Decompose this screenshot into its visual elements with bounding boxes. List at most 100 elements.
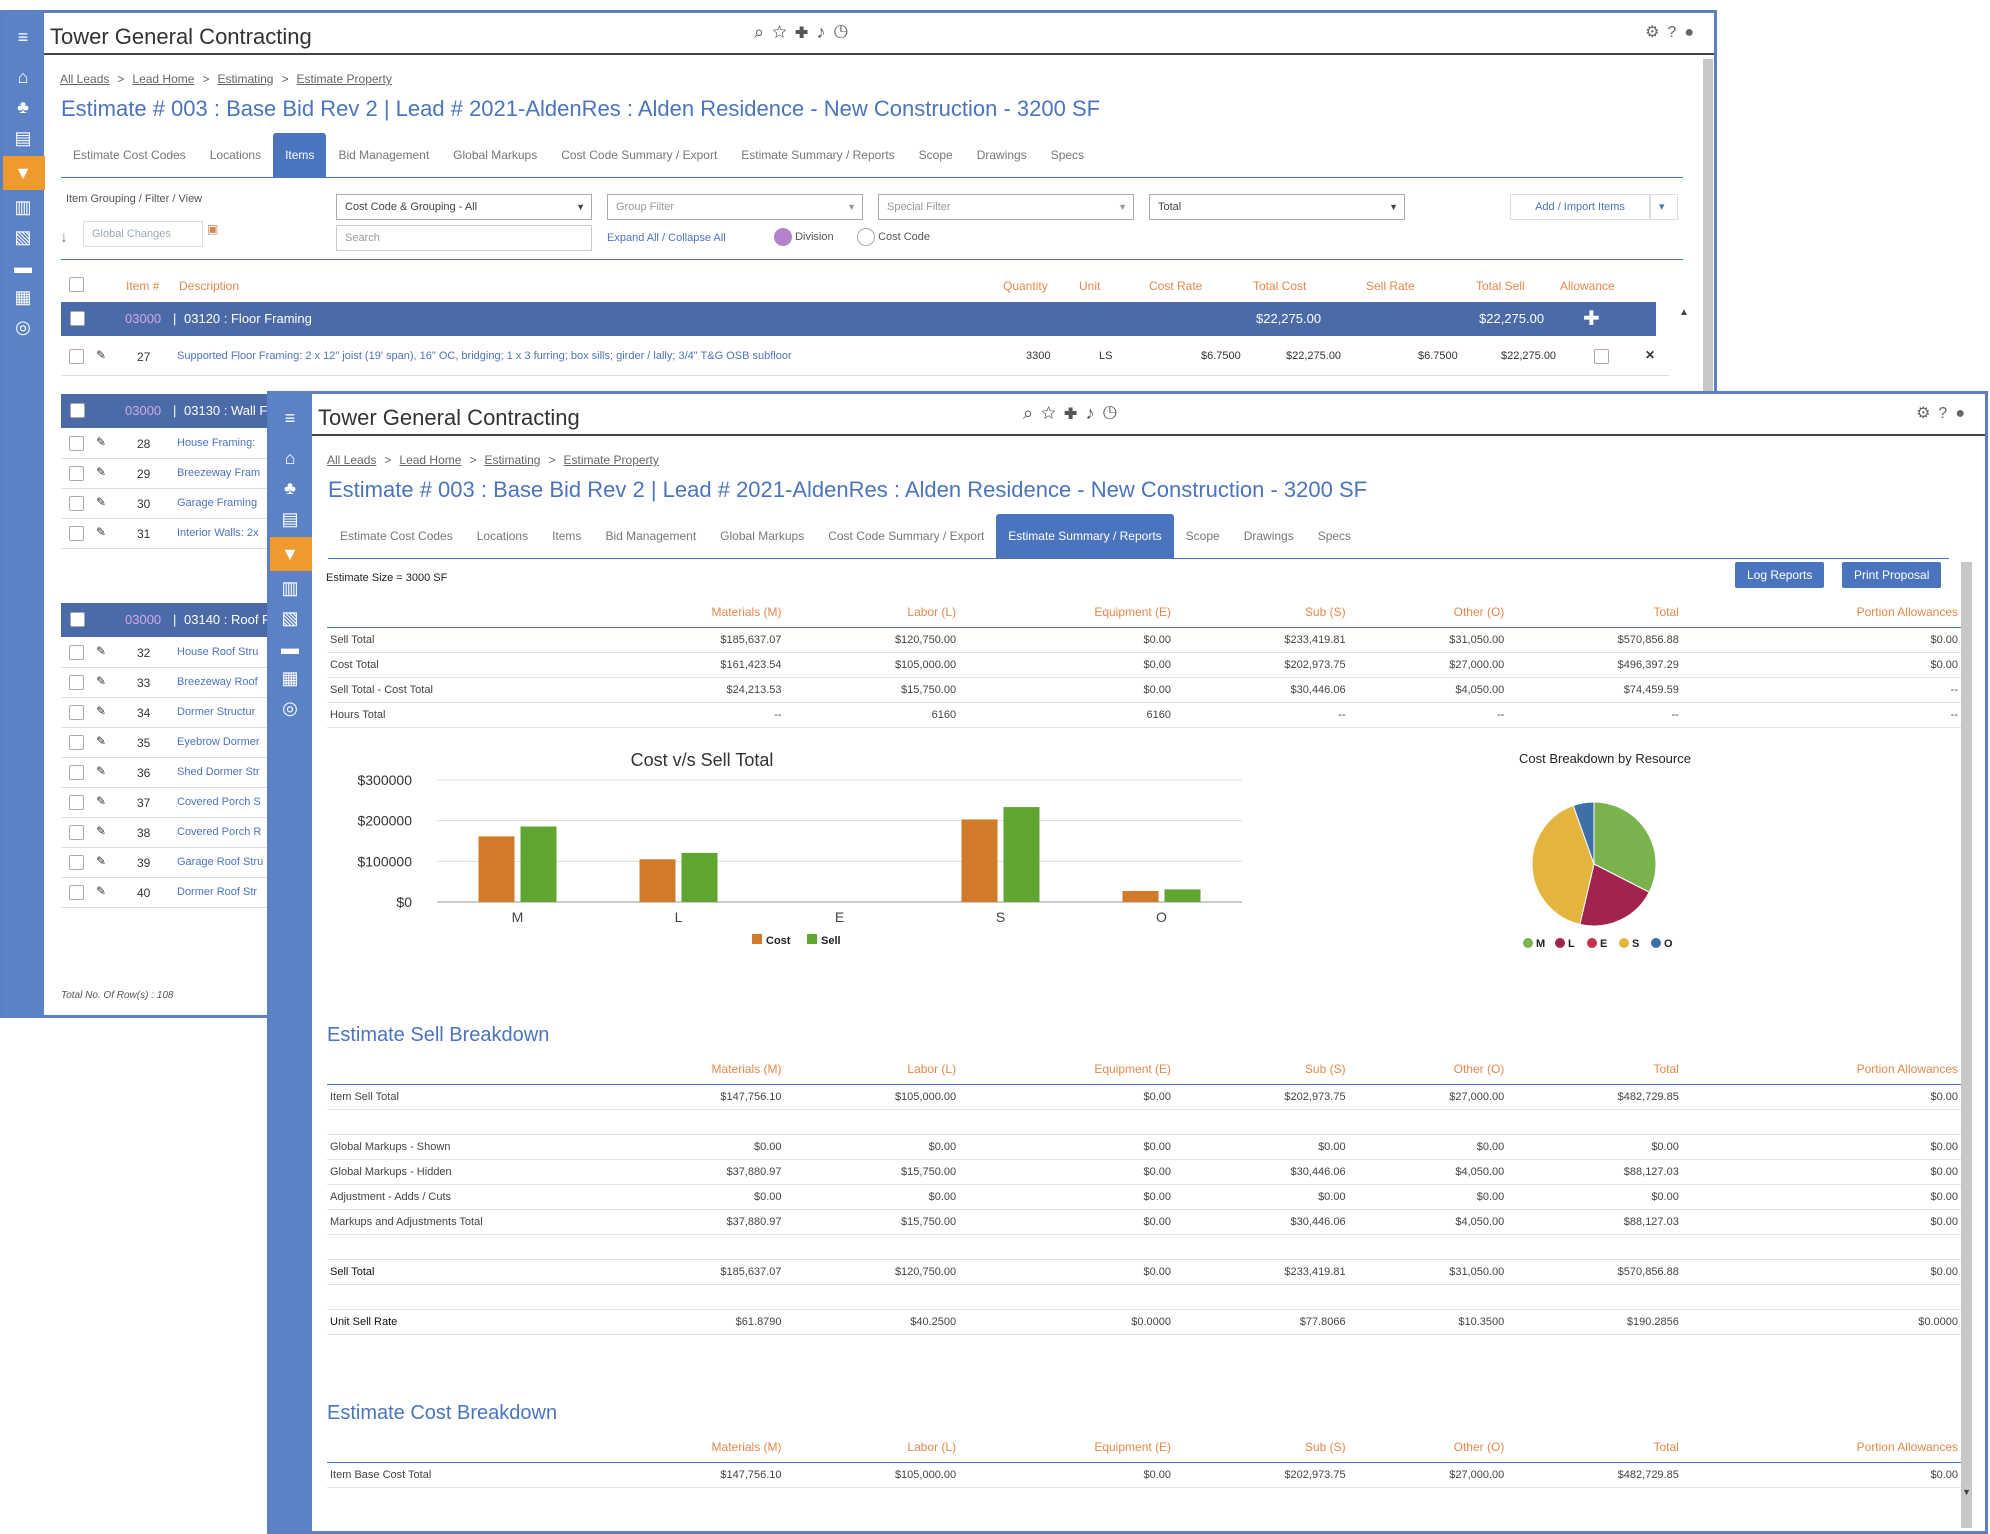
row-checkbox[interactable] <box>69 705 84 720</box>
truck-icon[interactable]: ▬ <box>14 257 32 277</box>
timer-icon[interactable]: ◷ <box>1102 403 1125 423</box>
tab-estimate-summary[interactable]: Estimate Summary / Reports <box>996 514 1174 558</box>
tab-estimate-cost-codes[interactable]: Estimate Cost Codes <box>340 529 453 543</box>
pencil-icon[interactable]: ✎ <box>96 824 107 838</box>
users-icon[interactable]: ♣ <box>17 97 29 117</box>
item-description[interactable]: Garage Roof Stru <box>177 856 264 868</box>
group-checkbox[interactable] <box>70 403 85 418</box>
menu-icon[interactable]: ≡ <box>17 27 29 47</box>
total-select[interactable]: Total ▼ <box>1149 194 1405 220</box>
log-reports-button[interactable]: Log Reports <box>1735 562 1825 588</box>
breadcrumb-estimate-property[interactable]: Estimate Property <box>563 453 659 467</box>
group-filter-select[interactable]: Group Filter ▼ <box>607 194 863 220</box>
table-row[interactable]: ✎ 27 Supported Floor Framing: 2 x 12" jo… <box>61 338 1669 376</box>
table-row[interactable]: ✎ 38 Covered Porch R <box>61 818 273 848</box>
tab-specs[interactable]: Specs <box>1317 529 1352 543</box>
tab-items[interactable]: Items <box>273 133 327 177</box>
row-checkbox[interactable] <box>69 735 84 750</box>
tab-bid-management[interactable]: Bid Management <box>338 148 430 162</box>
timer-icon[interactable]: ◷ <box>833 22 856 42</box>
store-icon[interactable]: ▦ <box>281 668 299 688</box>
pencil-icon[interactable]: ✎ <box>96 764 107 778</box>
globe-icon[interactable]: ◎ <box>282 698 298 718</box>
item-description[interactable]: Supported Floor Framing: 2 x 12" joist (… <box>177 350 792 362</box>
add-import-caret[interactable]: ▾ <box>1650 194 1678 220</box>
tab-locations[interactable]: Locations <box>476 529 529 543</box>
group-checkbox[interactable] <box>70 612 85 627</box>
tab-items[interactable]: Items <box>552 529 582 543</box>
breadcrumb-all-leads[interactable]: All Leads <box>60 72 110 86</box>
item-description[interactable]: Covered Porch S <box>177 796 261 808</box>
item-description[interactable]: Dormer Roof Str <box>177 886 258 898</box>
table-row[interactable]: ✎ 37 Covered Porch S <box>61 788 273 818</box>
group-checkbox[interactable] <box>70 311 85 326</box>
row-checkbox[interactable] <box>69 885 84 900</box>
star-icon[interactable]: ☆ <box>1041 403 1064 423</box>
calendar-icon[interactable]: ▣ <box>207 222 219 236</box>
item-description[interactable]: Covered Porch R <box>177 826 262 838</box>
row-checkbox[interactable] <box>69 496 84 511</box>
estimate-icon[interactable]: ▤ <box>281 509 299 529</box>
row-checkbox[interactable] <box>69 645 84 660</box>
row-checkbox[interactable] <box>69 855 84 870</box>
tab-estimate-summary[interactable]: Estimate Summary / Reports <box>741 148 895 162</box>
breadcrumb-estimating[interactable]: Estimating <box>484 453 541 467</box>
table-row[interactable]: ✎ 29 Breezeway Fram <box>61 459 273 489</box>
table-row[interactable]: ✎ 34 Dormer Structur <box>61 698 273 728</box>
expand-all-link[interactable]: Expand All <box>607 232 659 244</box>
pencil-icon[interactable]: ✎ <box>96 704 107 718</box>
print-proposal-button[interactable]: Print Proposal <box>1842 562 1942 588</box>
arrow-down-icon[interactable]: ↓ <box>60 229 68 246</box>
tab-estimate-cost-codes[interactable]: Estimate Cost Codes <box>73 148 186 162</box>
menu-icon[interactable]: ≡ <box>284 408 296 428</box>
pencil-icon[interactable]: ✎ <box>96 348 107 362</box>
tab-global-markups[interactable]: Global Markups <box>453 148 538 162</box>
building-icon[interactable]: ▥ <box>14 197 32 217</box>
tab-cost-code-summary[interactable]: Cost Code Summary / Export <box>561 148 718 162</box>
tab-cost-code-summary[interactable]: Cost Code Summary / Export <box>828 529 985 543</box>
pencil-icon[interactable]: ✎ <box>96 525 107 539</box>
building-icon[interactable]: ▥ <box>281 578 299 598</box>
item-description[interactable]: Breezeway Fram <box>177 467 261 479</box>
pencil-icon[interactable]: ✎ <box>96 674 107 688</box>
help-icon[interactable]: ? <box>1667 24 1685 41</box>
row-checkbox[interactable] <box>69 436 84 451</box>
collapse-all-link[interactable]: Collapse All <box>668 232 726 244</box>
breadcrumb-lead-home[interactable]: Lead Home <box>399 453 462 467</box>
tab-scope[interactable]: Scope <box>1185 529 1220 543</box>
group-row-floor-framing[interactable]: 03000 | 03120 : Floor Framing $22,275.00… <box>61 302 1656 336</box>
store-icon[interactable]: ▦ <box>14 287 32 307</box>
table-row[interactable]: ✎ 36 Shed Dormer Str <box>61 758 273 788</box>
row-checkbox[interactable] <box>69 526 84 541</box>
scroll-up-icon[interactable]: ▲ <box>1679 307 1689 318</box>
item-description[interactable]: Garage Framing <box>177 497 258 509</box>
group-row-roof-framing[interactable]: 03000 | 03140 : Roof Framing <box>61 603 310 637</box>
table-row[interactable]: ✎ 39 Garage Roof Stru <box>61 848 273 878</box>
scrollbar[interactable] <box>1961 562 1972 1528</box>
select-all-checkbox[interactable] <box>69 277 84 292</box>
row-checkbox[interactable] <box>69 795 84 810</box>
pencil-icon[interactable]: ✎ <box>96 794 107 808</box>
home-icon[interactable]: ⌂ <box>284 448 296 468</box>
search-input[interactable]: Search <box>336 225 592 251</box>
grouping-select[interactable]: Cost Code & Grouping - All ▼ <box>336 194 592 220</box>
tab-bid-management[interactable]: Bid Management <box>605 529 697 543</box>
breadcrumb-estimating[interactable]: Estimating <box>217 72 274 86</box>
breadcrumb-estimate-property[interactable]: Estimate Property <box>296 72 392 86</box>
plus-icon[interactable]: ✚ <box>1063 403 1086 423</box>
search-icon[interactable]: ⌕ <box>754 22 773 42</box>
table-row[interactable]: ✎ 30 Garage Framing <box>61 489 273 519</box>
pencil-icon[interactable]: ✎ <box>96 734 107 748</box>
tab-global-markups[interactable]: Global Markups <box>720 529 805 543</box>
table-row[interactable]: ✎ 40 Dormer Roof Str <box>61 878 273 908</box>
add-import-items-button[interactable]: Add / Import Items <box>1510 194 1650 220</box>
tab-drawings[interactable]: Drawings <box>1243 529 1294 543</box>
tab-scope[interactable]: Scope <box>918 148 953 162</box>
plus-icon[interactable]: ✚ <box>1583 308 1600 330</box>
row-checkbox[interactable] <box>69 466 84 481</box>
globe-icon[interactable]: ◎ <box>15 317 31 337</box>
breadcrumb-lead-home[interactable]: Lead Home <box>132 72 195 86</box>
row-checkbox[interactable] <box>69 675 84 690</box>
pencil-icon[interactable]: ✎ <box>96 644 107 658</box>
item-description[interactable]: Eyebrow Dormer <box>177 736 260 748</box>
